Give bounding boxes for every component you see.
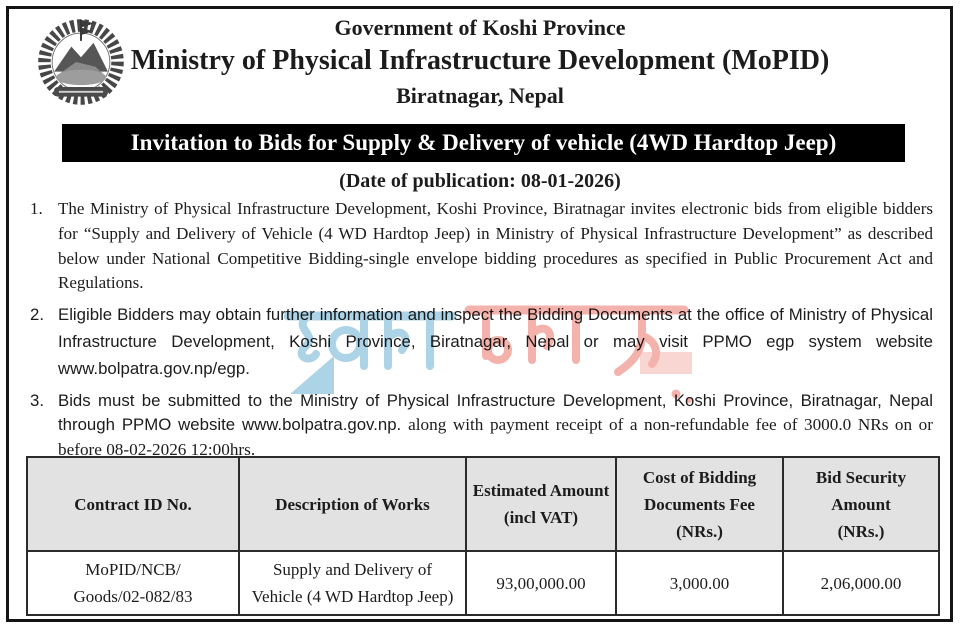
bid-table-header: Contract ID No. Description of Works Est…: [26, 456, 940, 552]
cell-line: Vehicle (4 WD Hardtop Jeep): [251, 587, 454, 606]
cell-estimated-amount: 93,00,000.00: [465, 550, 617, 616]
cell-line: Supply and Delivery of: [272, 560, 433, 579]
col-description: Description of Works: [238, 456, 467, 552]
cell-bidding-doc-fee: 3,000.00: [615, 550, 784, 616]
item-3-number: 3.: [30, 390, 44, 410]
cell-description: Supply and Delivery of Vehicle (4 WD Har…: [238, 550, 467, 616]
header-line: Cost of Bidding: [642, 467, 757, 487]
publication-date: (Date of publication: 08-01-2026): [339, 170, 621, 192]
col-contract-id: Contract ID No.: [26, 456, 240, 552]
bid-table: Contract ID No. Description of Works Est…: [26, 456, 940, 616]
item-2-text: Eligible Bidders may obtain further info…: [58, 305, 933, 378]
emblem-ribbon-text: [58, 90, 104, 93]
cell-bid-security: 2,06,000.00: [782, 550, 940, 616]
item-3-text-serif: along with payment receipt of a non-refu…: [58, 415, 933, 459]
header-line: (NRs.): [676, 521, 723, 541]
notice-item-2: 2. Eligible Bidders may obtain further i…: [30, 302, 933, 382]
header-line: Bid Security: [815, 467, 907, 487]
cell-line: Goods/02-082/83: [73, 587, 193, 606]
invitation-banner: Invitation to Bids for Supply & Delivery…: [62, 124, 905, 162]
ministry-title: Ministry of Physical Infrastructure Deve…: [130, 45, 830, 76]
government-title: Government of Koshi Province: [334, 15, 626, 40]
bid-table-body: MoPID/NCB/ Goods/02-082/83 Supply and De…: [26, 550, 940, 616]
item-3-text-sans: Bids must be submitted to the Ministry o…: [58, 390, 933, 435]
header-line: Contract ID No.: [74, 494, 192, 514]
notice-item-3: 3. Bids must be submitted to the Ministr…: [30, 389, 933, 463]
header-line: Description of Works: [275, 494, 430, 514]
cell-line: MoPID/NCB/: [85, 560, 181, 579]
cell-line: 2,06,000.00: [820, 573, 902, 593]
emblem-flag-lower: [81, 27, 93, 36]
emblem-flag-upper: [81, 19, 95, 28]
col-bid-security: Bid Security Amount (NRs.): [782, 456, 940, 552]
table-row: MoPID/NCB/ Goods/02-082/83 Supply and De…: [26, 550, 940, 616]
header-line: (NRs.): [837, 521, 885, 541]
item-1-text: The Ministry of Physical Infrastructure …: [58, 199, 933, 293]
notice-list: 1. The Ministry of Physical Infrastructu…: [30, 197, 933, 462]
cell-contract-id: MoPID/NCB/ Goods/02-082/83: [26, 550, 240, 616]
location-title: Biratnagar, Nepal: [396, 83, 564, 108]
emblem-mountains: [54, 42, 108, 72]
col-estimated-amount: Estimated Amount (incl VAT): [465, 456, 617, 552]
document-header: Government of Koshi Province Ministry of…: [0, 14, 960, 110]
header-line: Documents Fee: [644, 494, 755, 514]
government-emblem-icon: [38, 19, 124, 105]
header-line: (incl VAT): [503, 508, 579, 527]
header-line: Estimated Amount: [472, 481, 610, 500]
header-row: Contract ID No. Description of Works Est…: [26, 456, 940, 552]
cell-line: 3,000.00: [669, 573, 730, 593]
col-bidding-doc-fee: Cost of Bidding Documents Fee (NRs.): [615, 456, 784, 552]
item-2-number: 2.: [30, 305, 44, 325]
item-1-number: 1.: [30, 199, 43, 218]
notice-item-1: 1. The Ministry of Physical Infrastructu…: [30, 197, 933, 296]
item-3-text: Bids must be submitted to the Ministry o…: [58, 389, 933, 463]
emblem-base: [56, 69, 106, 86]
cell-line: 93,00,000.00: [496, 573, 586, 593]
header-line: Amount: [831, 494, 891, 514]
